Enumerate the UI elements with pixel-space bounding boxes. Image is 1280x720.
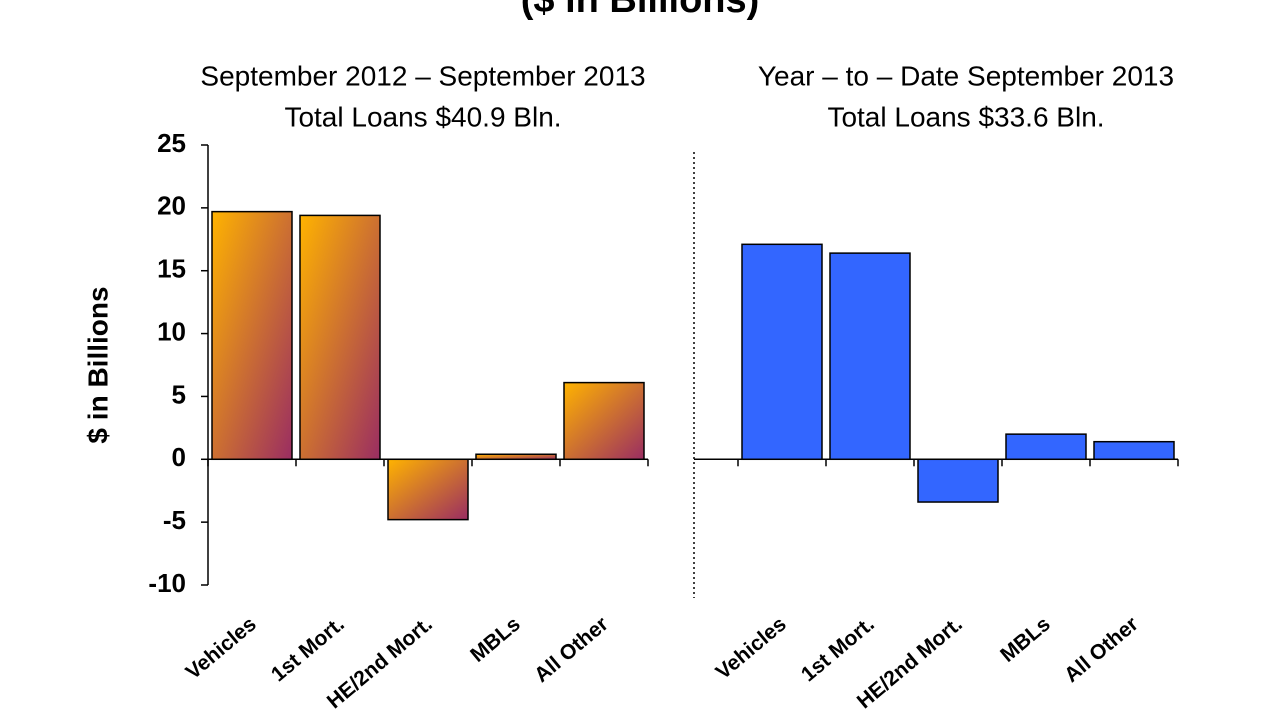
panel-subtitle: Year – to – Date September 2013 — [758, 60, 1174, 91]
bar — [475, 453, 557, 461]
bar — [299, 214, 381, 461]
x-tick-label: Vehicles — [712, 612, 791, 684]
bar — [1093, 440, 1175, 461]
y-axis-label: $ in Billions — [82, 286, 113, 443]
x-tick-label: Vehicles — [182, 612, 261, 684]
x-tick-label: MBLs — [996, 612, 1055, 666]
y-tick-label: -10 — [148, 568, 186, 598]
x-tick-label: 1st Mort. — [797, 612, 879, 686]
y-tick-label: 25 — [157, 128, 186, 158]
panel-subtitle: September 2012 – September 2013 — [200, 60, 645, 91]
y-tick-label: 10 — [157, 316, 186, 346]
chart-title: ($ in Billions) — [521, 0, 760, 21]
x-tick-label: MBLs — [466, 612, 525, 666]
x-tick-label: All Other — [1060, 612, 1143, 687]
bar — [211, 210, 293, 461]
y-tick-label: 5 — [172, 379, 186, 409]
panel-subtitle: Total Loans $33.6 Bln. — [827, 101, 1104, 132]
bar — [563, 381, 645, 461]
x-tick-label: All Other — [530, 612, 613, 687]
bar — [917, 458, 999, 503]
x-tick-label: 1st Mort. — [267, 612, 349, 686]
y-tick-label: -5 — [163, 505, 186, 535]
y-tick-label: 0 — [172, 442, 186, 472]
panel-subtitle: Total Loans $40.9 Bln. — [284, 101, 561, 132]
y-tick-label: 15 — [157, 254, 186, 284]
bar — [829, 252, 911, 461]
y-tick-label: 20 — [157, 191, 186, 221]
bar — [387, 458, 469, 521]
bar — [741, 243, 823, 461]
bar — [1005, 433, 1087, 461]
